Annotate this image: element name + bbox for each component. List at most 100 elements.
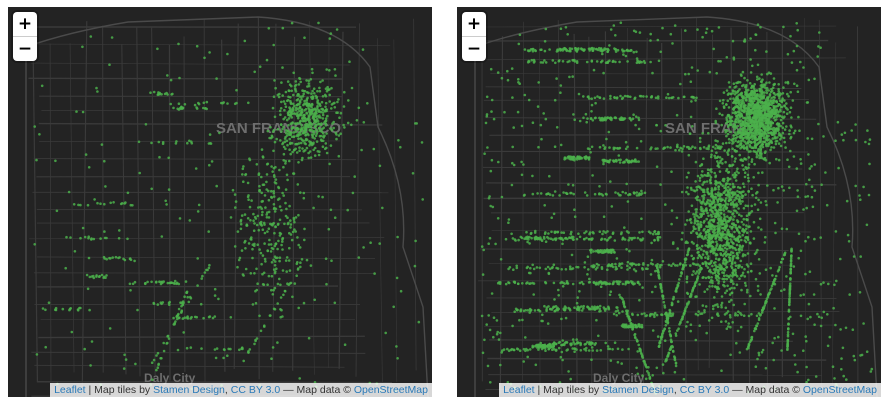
crime-point	[621, 48, 624, 51]
crime-point	[296, 122, 299, 125]
crime-point	[651, 71, 654, 75]
crime-point	[674, 334, 678, 337]
crime-point	[165, 203, 168, 206]
crime-point	[747, 105, 750, 108]
crime-point	[343, 90, 346, 94]
crime-point	[129, 289, 132, 292]
crime-point	[267, 27, 271, 30]
crime-point	[732, 303, 735, 307]
crime-point	[740, 214, 743, 218]
crime-point	[150, 141, 153, 145]
crime-point	[736, 239, 739, 242]
crime-point	[159, 282, 163, 286]
crime-point	[788, 286, 792, 289]
crime-point	[594, 249, 598, 253]
crime-point	[747, 102, 751, 106]
osm-link[interactable]: OpenStreetMap	[353, 384, 428, 396]
crime-point	[582, 95, 585, 98]
crime-point	[656, 263, 659, 266]
crime-point	[313, 298, 317, 302]
crime-point	[746, 134, 750, 137]
crime-point	[732, 106, 736, 110]
crime-point	[779, 144, 783, 148]
map-left[interactable]: SAN FRANCISCO Daly City + − Leaflet | Ma…	[8, 7, 432, 397]
crime-point	[718, 263, 721, 267]
zoom-in-button[interactable]: +	[17, 14, 33, 34]
crime-point	[746, 136, 749, 139]
crime-point	[670, 264, 673, 268]
crime-point	[739, 73, 743, 76]
crime-point	[288, 204, 291, 208]
crime-point	[700, 209, 703, 213]
crime-point	[695, 96, 698, 100]
crime-point	[674, 332, 678, 335]
crime-point	[298, 149, 301, 152]
crime-point	[739, 259, 743, 263]
crime-point	[747, 163, 751, 166]
crime-point	[137, 140, 141, 144]
stamen-link[interactable]: Stamen Design	[153, 384, 225, 396]
crime-point	[696, 256, 700, 260]
crime-point	[715, 252, 718, 256]
crime-point	[259, 329, 263, 333]
crime-point	[736, 329, 740, 333]
crime-point	[788, 287, 792, 291]
crime-point	[532, 282, 536, 285]
crime-point	[623, 323, 626, 327]
zoom-out-button[interactable]: −	[13, 36, 37, 61]
crime-point	[108, 63, 111, 66]
crime-point	[741, 120, 745, 124]
crime-point	[820, 316, 823, 320]
crime-point	[281, 127, 284, 131]
crime-point	[719, 233, 723, 237]
crime-point	[711, 272, 715, 275]
crime-point	[536, 192, 539, 195]
license-link[interactable]: CC BY 3.0	[230, 384, 281, 396]
leaflet-link[interactable]: Leaflet	[54, 384, 86, 396]
crime-point	[741, 116, 745, 119]
crime-point	[734, 126, 738, 129]
crime-point	[282, 165, 285, 169]
crime-point	[725, 116, 728, 119]
crime-point	[767, 107, 770, 111]
crime-point	[732, 134, 736, 137]
crime-point	[669, 146, 672, 149]
crime-point	[662, 146, 666, 150]
crime-point	[741, 164, 744, 167]
crime-point	[155, 280, 158, 284]
crime-point	[736, 194, 739, 197]
crime-point	[785, 102, 788, 105]
crime-point	[713, 206, 717, 209]
crime-point	[755, 324, 758, 328]
crime-point	[718, 245, 722, 248]
crime-point	[708, 244, 711, 247]
crime-point	[750, 99, 753, 102]
crime-point	[721, 230, 725, 234]
crime-point	[720, 303, 723, 307]
crime-point	[291, 126, 295, 129]
crime-point	[718, 238, 721, 241]
crime-point	[271, 346, 275, 349]
crime-point	[779, 105, 783, 109]
crime-point	[720, 320, 723, 324]
crime-point	[671, 349, 675, 353]
crime-point	[606, 268, 609, 272]
crime-point	[166, 341, 169, 345]
crime-point	[592, 231, 595, 235]
map-right[interactable]: SAN FRAN Daly City + − Leaflet | Map til…	[457, 7, 881, 397]
crime-point	[600, 116, 604, 120]
crime-point	[668, 329, 671, 333]
crime-point	[734, 179, 738, 182]
crime-point	[674, 290, 677, 293]
crime-point	[723, 225, 727, 228]
crime-point	[734, 85, 738, 88]
crime-point	[286, 178, 289, 182]
crime-point	[623, 304, 626, 308]
crime-point	[717, 185, 721, 188]
crime-point	[717, 181, 720, 184]
crime-point	[734, 226, 737, 229]
crime-point	[313, 137, 317, 140]
crime-point	[764, 100, 767, 104]
crime-point	[585, 155, 588, 159]
crime-point	[88, 275, 92, 279]
